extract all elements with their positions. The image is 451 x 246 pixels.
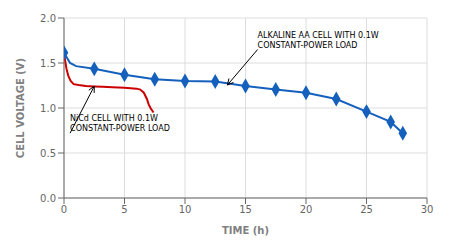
- svg-text:0: 0: [61, 204, 67, 215]
- svg-text:2.0: 2.0: [40, 13, 56, 24]
- svg-text:10: 10: [179, 204, 192, 215]
- svg-text:5: 5: [121, 204, 127, 215]
- svg-text:30: 30: [421, 204, 434, 215]
- svg-text:TIME (h): TIME (h): [222, 225, 269, 236]
- svg-text:20: 20: [300, 204, 313, 215]
- svg-text:1.0: 1.0: [40, 103, 56, 114]
- svg-text:1.5: 1.5: [40, 58, 56, 69]
- svg-text:0.5: 0.5: [40, 148, 56, 159]
- svg-text:NiCd CELL WITH 0.1WCONSTANT-PO: NiCd CELL WITH 0.1WCONSTANT-POWER LOAD: [70, 114, 170, 133]
- svg-text:25: 25: [360, 204, 373, 215]
- svg-text:0.0: 0.0: [40, 193, 56, 204]
- svg-text:CELL VOLTAGE (V): CELL VOLTAGE (V): [15, 58, 26, 158]
- svg-text:15: 15: [239, 204, 252, 215]
- svg-text:ALKALINE AA CELL WITH 0.1WCONS: ALKALINE AA CELL WITH 0.1WCONSTANT-POWER…: [258, 31, 379, 50]
